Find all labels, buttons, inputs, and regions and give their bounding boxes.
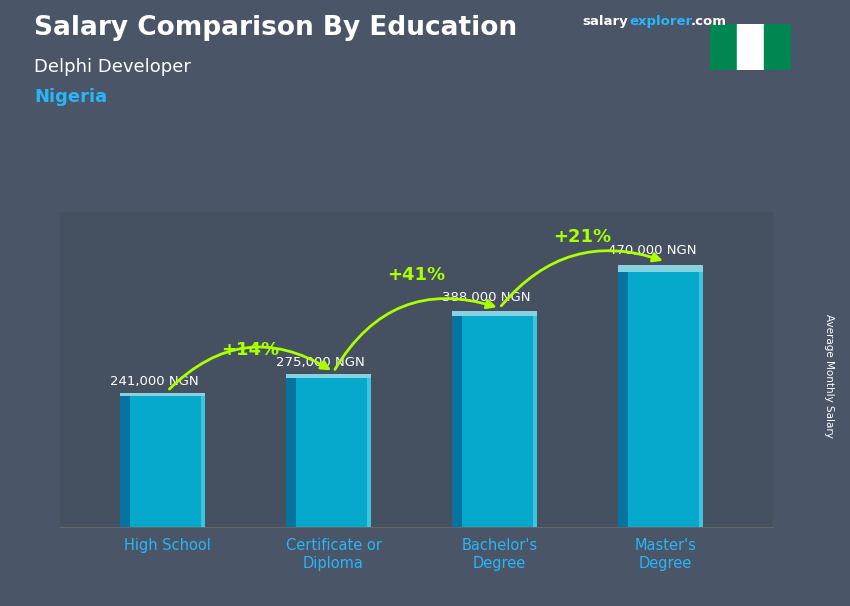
Text: +14%: +14% <box>221 341 280 359</box>
Bar <box>121 396 130 527</box>
Text: Average Monthly Salary: Average Monthly Salary <box>824 314 834 438</box>
Text: 241,000 NGN: 241,000 NGN <box>110 376 198 388</box>
Bar <box>462 316 537 527</box>
Bar <box>619 272 628 527</box>
Bar <box>286 378 296 527</box>
Bar <box>452 311 537 316</box>
Bar <box>628 272 703 527</box>
Bar <box>763 24 791 70</box>
Bar <box>121 393 205 396</box>
Text: 470,000 NGN: 470,000 NGN <box>608 244 696 256</box>
Bar <box>619 265 703 272</box>
Text: salary: salary <box>582 15 628 28</box>
Bar <box>737 24 763 70</box>
Text: 275,000 NGN: 275,000 NGN <box>275 356 365 369</box>
Text: .com: .com <box>691 15 727 28</box>
Bar <box>700 272 703 527</box>
Text: explorer: explorer <box>629 15 692 28</box>
Text: +41%: +41% <box>388 267 445 284</box>
Text: Delphi Developer: Delphi Developer <box>34 58 191 76</box>
Bar <box>286 374 371 378</box>
Bar <box>533 316 537 527</box>
Bar <box>130 396 205 527</box>
Text: Nigeria: Nigeria <box>34 88 107 106</box>
Text: 388,000 NGN: 388,000 NGN <box>442 291 530 304</box>
Bar <box>201 396 205 527</box>
Bar <box>710 24 737 70</box>
Text: Salary Comparison By Education: Salary Comparison By Education <box>34 15 517 41</box>
Bar <box>367 378 371 527</box>
Bar <box>296 378 371 527</box>
Text: +21%: +21% <box>553 228 612 246</box>
Bar <box>452 316 462 527</box>
